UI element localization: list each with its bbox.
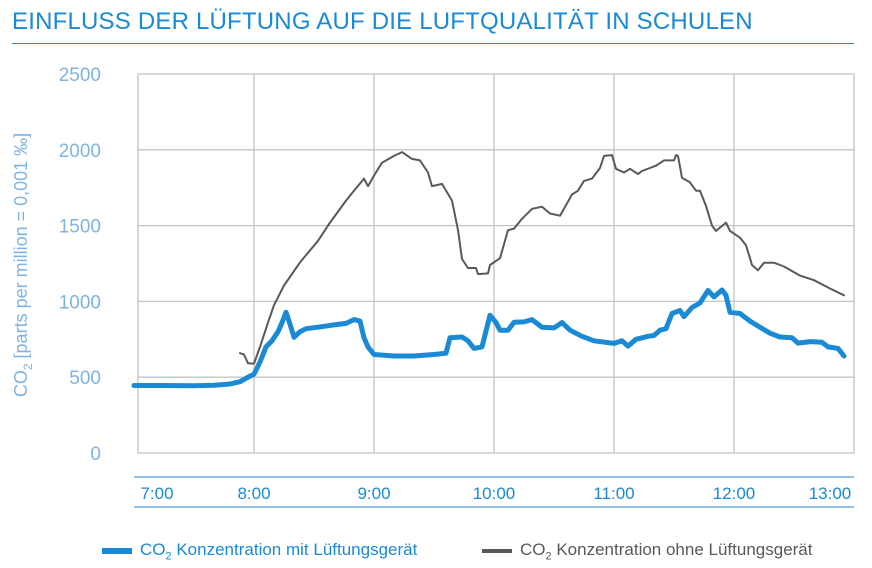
- x-tick-label: 12:00: [713, 484, 756, 503]
- legend-item-with-ventilation: CO2 Konzentration mit Lüftungsgerät: [102, 540, 417, 562]
- y-tick-label: 0: [90, 444, 101, 465]
- series-line-with-ventilation: [131, 287, 847, 389]
- series-lines: [131, 151, 847, 389]
- x-tick-label: 9:00: [357, 484, 390, 503]
- grid: [137, 73, 855, 454]
- y-axis-label: CO2 [parts per million = 0,001 ‰]: [11, 133, 35, 397]
- legend-label: CO2 Konzentration ohne Lüftungsgerät: [520, 540, 813, 563]
- legend-swatch: [102, 548, 132, 555]
- y-tick-label: 1000: [59, 292, 101, 313]
- x-tick-label: 8:00: [237, 484, 270, 503]
- y-tick-label: 1500: [59, 217, 101, 238]
- x-tick-label: 10:00: [473, 484, 516, 503]
- y-tick-label: 500: [69, 368, 101, 389]
- y-tick-labels: 0 500 1000 1500 2000 2500: [59, 65, 101, 465]
- x-tick-label: 13:00: [809, 484, 852, 503]
- x-tick-label: 7:00: [140, 484, 173, 503]
- chart-title: EINFLUSS DER LÜFTUNG AUF DIE LUFTQUALITÄ…: [12, 8, 753, 35]
- x-axis: 7:00 8:00 9:00 10:00 11:00 12:00 13:00: [134, 476, 854, 508]
- y-tick-label: 2000: [59, 141, 101, 162]
- x-tick-label: 11:00: [593, 484, 634, 503]
- legend-item-without-ventilation: CO2 Konzentration ohne Lüftungsgerät: [482, 540, 813, 562]
- legend-swatch: [482, 549, 512, 554]
- legend-label: CO2 Konzentration mit Lüftungsgerät: [140, 540, 418, 563]
- y-tick-label: 2500: [59, 65, 101, 86]
- title-divider: [12, 43, 854, 44]
- series-line-without-ventilation: [239, 151, 845, 365]
